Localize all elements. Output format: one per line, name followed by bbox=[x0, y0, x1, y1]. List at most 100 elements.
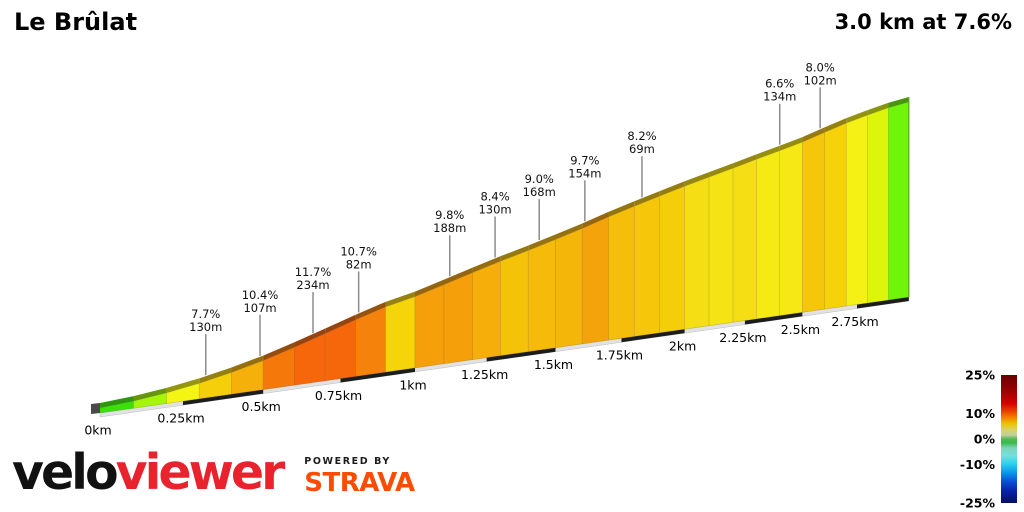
section-gradient-value: 11.7% bbox=[295, 265, 332, 279]
x-axis-tick-label: 0km bbox=[84, 423, 111, 438]
x-axis-tick-label: 2.25km bbox=[719, 330, 766, 345]
road-surface-strip bbox=[231, 355, 264, 373]
gradient-segment bbox=[732, 158, 757, 323]
section-gradient-value: 9.0% bbox=[525, 172, 554, 186]
start-cap bbox=[91, 403, 100, 414]
x-axis-tick-label: 2.75km bbox=[831, 314, 878, 329]
section-length-value: 168m bbox=[523, 185, 556, 199]
gradient-segment bbox=[684, 176, 710, 330]
section-length-value: 134m bbox=[763, 90, 796, 104]
section-gradient-value: 10.4% bbox=[242, 288, 279, 302]
section-length-value: 102m bbox=[804, 73, 837, 87]
road-surface-strip bbox=[355, 301, 386, 320]
section-gradient-value: 9.7% bbox=[570, 153, 599, 167]
road-surface-strip bbox=[444, 267, 473, 285]
page-title: Le Brûlat bbox=[14, 8, 138, 36]
road-surface-strip bbox=[325, 314, 356, 334]
x-axis-tick-label: 0.75km bbox=[315, 388, 362, 403]
gradient-segment bbox=[443, 272, 473, 365]
section-labels: 7.7%130m10.4%107m11.7%234m10.7%82m9.8%18… bbox=[189, 60, 837, 376]
colorbar-tick-label: 25% bbox=[965, 368, 995, 383]
x-axis-tick-label: 1.25km bbox=[461, 367, 508, 382]
road-surface-strip bbox=[472, 256, 501, 273]
gradient-segment bbox=[779, 141, 803, 316]
x-axis-tick-label: 0.25km bbox=[157, 411, 204, 426]
road-surface-strip bbox=[709, 163, 734, 178]
road-surface-strip bbox=[756, 145, 780, 160]
gradient-segment bbox=[824, 122, 847, 310]
road-surface-strip bbox=[888, 97, 909, 108]
gradient-segment bbox=[659, 185, 685, 334]
gradient-segment bbox=[472, 260, 501, 360]
road-surface-strip bbox=[659, 181, 685, 197]
gradient-segment bbox=[527, 238, 556, 352]
x-axis-tick-label: 0.5km bbox=[242, 399, 281, 414]
gradient-segment bbox=[802, 131, 825, 313]
x-axis-tick-label: 2.5km bbox=[781, 322, 820, 337]
powered-by-label: POWERED BY bbox=[304, 456, 391, 467]
x-axis-tick-label: 1.5km bbox=[534, 357, 573, 372]
road-surface-strip bbox=[528, 234, 556, 251]
section-gradient-value: 6.6% bbox=[765, 77, 794, 91]
veloviewer-wordmark[interactable]: velo viewer bbox=[12, 444, 286, 501]
colorbar-gradient-bar bbox=[1001, 375, 1017, 503]
brand-viewer: viewer bbox=[115, 444, 286, 501]
veloviewer-logo[interactable]: velo viewer POWERED BY STRAVA bbox=[12, 447, 415, 499]
road-surface-strip bbox=[294, 328, 326, 348]
gradient-segment bbox=[555, 227, 583, 349]
road-surface-strip bbox=[199, 367, 232, 384]
colorbar-tick-label: -25% bbox=[960, 496, 996, 511]
road-surface-strip bbox=[555, 223, 583, 240]
gradient-segment bbox=[414, 284, 445, 369]
section-length-value: 188m bbox=[433, 221, 466, 235]
road-surface-strip bbox=[802, 127, 825, 143]
road-surface-strip bbox=[582, 211, 609, 229]
gradient-segment bbox=[888, 101, 910, 301]
brand-velo: velo bbox=[12, 444, 119, 501]
x-axis-tick-label: 1km bbox=[399, 377, 426, 392]
profile-segments bbox=[91, 97, 910, 414]
road-surface-strip bbox=[415, 279, 445, 297]
road-surface-strip bbox=[263, 342, 295, 361]
colorbar-tick-label: 10% bbox=[965, 406, 995, 421]
section-length-value: 82m bbox=[346, 257, 372, 271]
section-length-value: 107m bbox=[243, 301, 276, 315]
powered-by-strava[interactable]: POWERED BY STRAVA bbox=[304, 456, 415, 498]
section-gradient-value: 9.8% bbox=[435, 208, 464, 222]
road-surface-strip bbox=[867, 102, 889, 116]
section-gradient-value: 10.7% bbox=[340, 244, 377, 258]
colorbar-tick-label: -10% bbox=[960, 457, 996, 472]
x-axis-tick-label: 2km bbox=[669, 339, 696, 354]
road-surface-strip bbox=[779, 137, 803, 151]
gradient-segment bbox=[500, 249, 529, 356]
road-surface-strip bbox=[846, 110, 868, 124]
gradient-segment bbox=[845, 114, 868, 307]
colorbar-tick-label: 0% bbox=[974, 432, 996, 447]
section-gradient-value: 8.0% bbox=[806, 60, 835, 74]
section-gradient-value: 8.2% bbox=[627, 129, 656, 143]
road-surface-strip bbox=[684, 172, 710, 187]
climb-summary: 3.0 km at 7.6% bbox=[834, 10, 1012, 34]
gradient-segment bbox=[867, 107, 889, 304]
section-length-value: 154m bbox=[568, 166, 601, 180]
gradient-segment bbox=[581, 216, 609, 345]
section-gradient-value: 8.4% bbox=[480, 189, 509, 203]
x-axis-tick-label: 1.75km bbox=[596, 348, 643, 363]
road-surface-strip bbox=[634, 191, 660, 207]
section-length-value: 130m bbox=[478, 202, 511, 216]
strava-wordmark: STRAVA bbox=[304, 468, 415, 498]
road-surface-strip bbox=[824, 118, 847, 133]
x-axis-labels: 0km 0.25km 0.5km 0.75km 1km 1.25km 1.5km 1.75km… bbox=[84, 314, 878, 438]
section-length-value: 69m bbox=[629, 142, 655, 156]
gradient-segment bbox=[633, 195, 661, 337]
section-gradient-value: 7.7% bbox=[191, 307, 220, 321]
road-surface-strip bbox=[133, 387, 167, 402]
gradient-segment bbox=[708, 167, 734, 327]
section-length-value: 234m bbox=[296, 278, 329, 292]
x-axis bbox=[99, 296, 910, 418]
road-surface-strip bbox=[100, 396, 134, 408]
road-surface-strip bbox=[500, 245, 529, 262]
section-length-value: 130m bbox=[189, 320, 222, 334]
